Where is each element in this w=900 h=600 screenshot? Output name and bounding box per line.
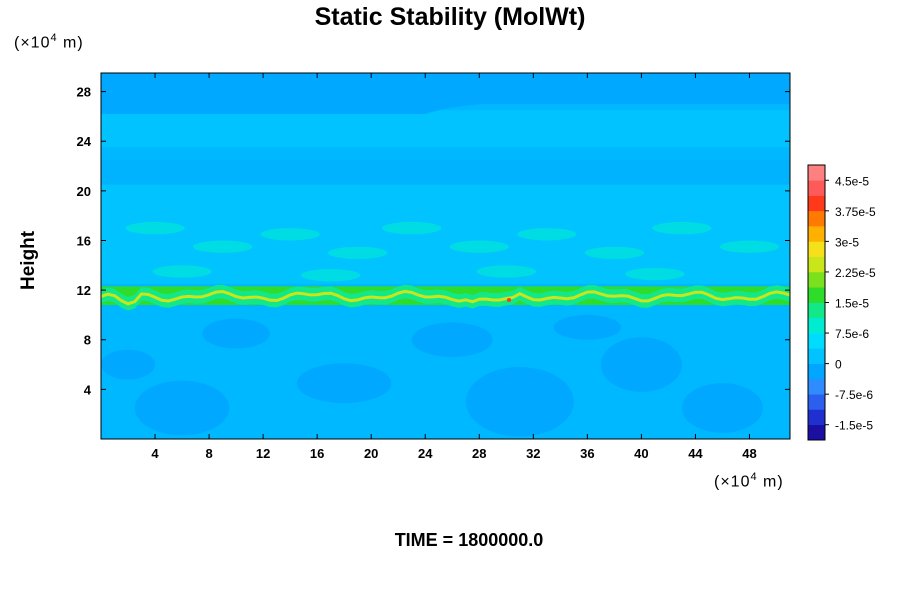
- turbulence-streak: [719, 240, 780, 253]
- colorbar-segment: [808, 226, 825, 242]
- colorbar-segment: [808, 394, 825, 410]
- turbulence-streak: [625, 267, 685, 281]
- turbulence-streak: [382, 221, 442, 235]
- colorbar-segment: [808, 287, 825, 303]
- y-axis-unit: (×104 m): [14, 32, 84, 52]
- colorbar-label: 7.5e-6: [835, 327, 869, 341]
- x-tick-label: 28: [472, 446, 486, 461]
- chart-title: Static Stability (MolWt): [314, 3, 586, 31]
- colorbar-label: 1.5e-5: [835, 297, 869, 311]
- colorbar-label: -7.5e-6: [835, 388, 873, 402]
- colorbar-segment: [808, 241, 825, 257]
- colorbar-segment: [808, 210, 825, 227]
- x-tick-label: 32: [526, 446, 540, 461]
- swirl-patch: [134, 380, 230, 436]
- x-tick-label: 4: [151, 446, 159, 461]
- colorbar-segment: [808, 348, 825, 364]
- colorbar-segment: [808, 363, 825, 380]
- x-tick-label: 12: [256, 446, 270, 461]
- colorbar-segment: [808, 180, 825, 196]
- field-band: [101, 110, 790, 148]
- turbulence-streak: [260, 228, 320, 241]
- tropopause-core: [101, 289, 790, 306]
- turbulence-streak: [652, 221, 712, 235]
- colorbar-segment: [808, 256, 825, 273]
- swirl-patch: [296, 363, 392, 404]
- colorbar-label: -1.5e-5: [835, 419, 873, 433]
- colorbar-label: 4.5e-5: [835, 174, 869, 188]
- x-tick-label: 16: [310, 446, 324, 461]
- x-tick-label: 48: [742, 446, 756, 461]
- turbulence-streak: [152, 265, 212, 278]
- x-tick-label: 40: [634, 446, 648, 461]
- y-tick-label: 16: [77, 233, 91, 248]
- turbulence-streak: [517, 228, 577, 241]
- x-tick-label: 20: [364, 446, 378, 461]
- colorbar-segment: [808, 333, 825, 349]
- y-tick-label: 24: [77, 134, 92, 149]
- swirl-patch: [553, 314, 622, 340]
- y-tick-label: 8: [84, 333, 91, 348]
- swirl-patch: [101, 349, 156, 380]
- y-tick-label: 12: [77, 283, 91, 298]
- plot-frame: [100, 72, 791, 440]
- colorbar-segment: [808, 165, 825, 181]
- swirl-patch: [681, 383, 763, 433]
- turbulence-streak: [449, 240, 509, 253]
- x-tick-label: 44: [688, 446, 703, 461]
- colorbar-label: 3e-5: [835, 235, 859, 249]
- time-label: TIME = 1800000.0: [394, 530, 544, 550]
- colorbar-segment: [808, 302, 825, 319]
- colorbar-label: 2.25e-5: [835, 266, 876, 280]
- x-tick-label: 24: [418, 446, 433, 461]
- turbulence-streak: [584, 246, 645, 260]
- swirl-patch: [411, 322, 493, 358]
- turbulence-streak: [327, 246, 388, 260]
- colorbar-segment: [808, 271, 825, 288]
- x-tick-label: 8: [205, 446, 212, 461]
- swirl-patch: [600, 337, 682, 392]
- colorbar-label: 3.75e-5: [835, 205, 876, 219]
- y-tick-label: 28: [77, 85, 91, 100]
- turbulence-streak: [476, 265, 537, 278]
- x-tick-label: 36: [580, 446, 594, 461]
- colorbar-label: 0: [835, 358, 842, 372]
- field-band: [101, 184, 790, 284]
- colorbar-segment: [808, 409, 825, 426]
- colorbar-segment: [808, 378, 825, 395]
- swirl-patch: [202, 318, 270, 349]
- field-band: [101, 159, 790, 185]
- x-axis-unit: (×104 m): [714, 471, 784, 491]
- heatmap-field: [101, 73, 790, 439]
- swirl-patch: [465, 367, 574, 437]
- turbulence-streak: [192, 240, 253, 253]
- colorbar-segment: [808, 317, 825, 334]
- turbulence-streak: [300, 269, 361, 282]
- colorbar-segment: [808, 195, 825, 212]
- y-tick-label: 4: [84, 382, 92, 397]
- turbulence-streak: [125, 221, 185, 235]
- field-band-upper: [101, 73, 790, 114]
- colorbar-segment: [808, 424, 825, 441]
- y-tick-label: 20: [77, 184, 91, 199]
- stability-maximum: [506, 298, 511, 303]
